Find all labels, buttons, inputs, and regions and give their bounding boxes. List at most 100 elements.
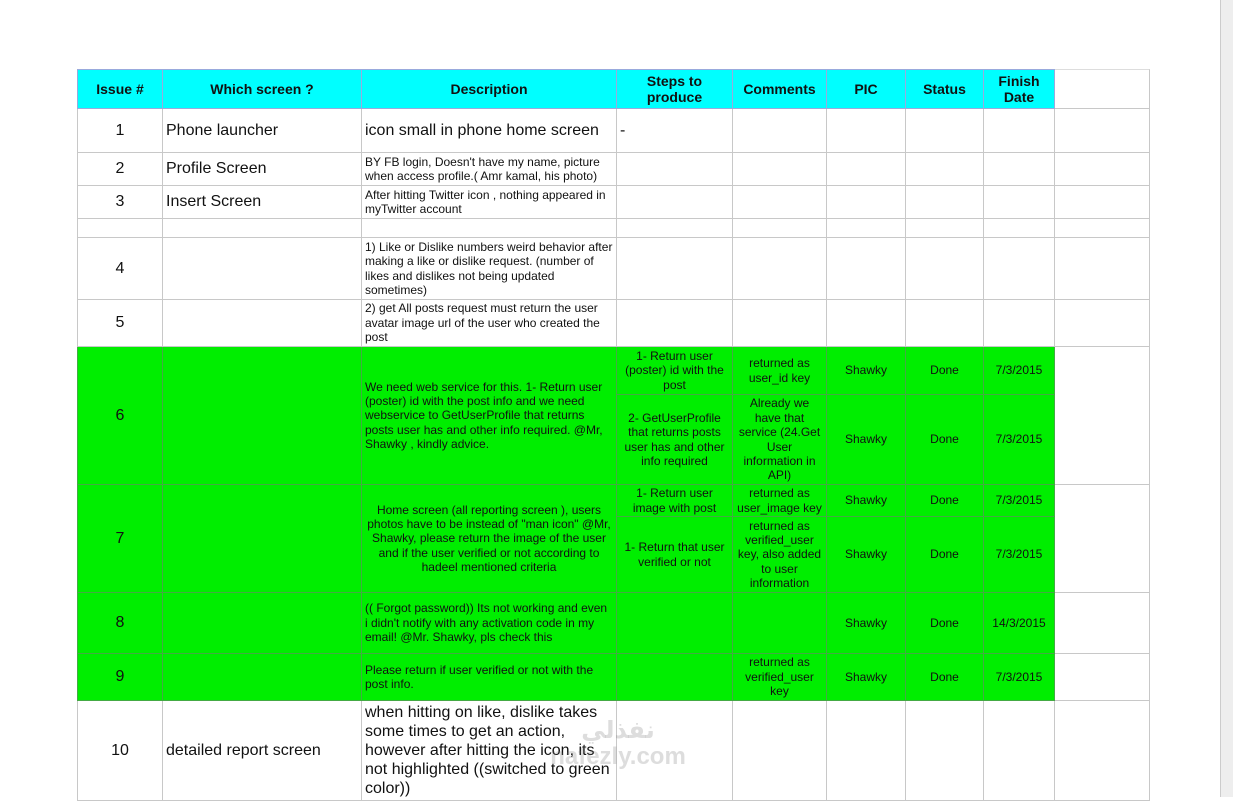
screen-cell [163,593,362,654]
status-cell [906,153,984,186]
finish-cell-text: 7/3/2015 [995,669,1043,684]
status-cell-text: Done [930,669,959,684]
blank-cell [1055,485,1150,593]
pic-cell-text: Shawky [844,547,888,562]
finish-cell-text: 7/3/2015 [995,432,1043,447]
issue-cell: 2 [77,153,163,186]
pic-cell-text: Shawky [844,615,888,630]
comments-cell: returned as user_image key [733,485,827,517]
description-cell: After hitting Twitter icon , nothing app… [362,186,617,219]
screen-cell-text: Profile Screen [166,160,267,178]
pic-cell: Shawky [827,485,906,517]
finish-cell: 7/3/2015 [984,395,1055,485]
screen-cell-text: Phone launcher [166,121,279,139]
screen-cell [163,300,362,347]
issue-cell-text: 8 [115,614,125,632]
description-cell-text: Home screen (all reporting screen ), use… [367,502,611,575]
blank-cell [1055,238,1150,300]
description-cell: BY FB login, Doesn't have my name, pictu… [362,153,617,186]
status-cell: Done [906,485,984,517]
screen-cell: Profile Screen [163,153,362,186]
description-cell-text: when hitting on like, dislike takes some… [365,703,610,798]
status-cell [906,238,984,300]
pic-cell-text: Shawky [844,363,888,378]
screen-cell [163,485,362,593]
comments-cell [733,593,827,654]
pic-cell [827,153,906,186]
issue-cell: 8 [77,593,163,654]
finish-cell [984,701,1055,801]
issue-cell-text: 1 [115,121,125,139]
screen-cell [163,654,362,701]
description-cell-text: Please return if user verified or not wi… [365,662,594,691]
empty-cell [906,219,984,238]
screen-cell [163,347,362,485]
comments-cell-text: returned as verified_user key, also adde… [737,518,822,591]
comments-cell-text: returned as user_id key [748,356,811,385]
issue-cell: 3 [77,186,163,219]
description-cell-text: icon small in phone home screen [365,121,599,139]
comments-cell-text: Already we have that service (24.Get Use… [738,396,821,483]
screen-cell-text: Insert Screen [166,193,262,211]
blank-cell [1055,186,1150,219]
status-cell-text: Done [930,615,959,630]
header-cell-text: Status [923,80,966,97]
issue-cell-text: 4 [115,259,125,277]
issue-cell-text: 7 [115,529,125,547]
steps-cell [617,654,733,701]
blank-cell [1055,69,1150,109]
header-cell-text: Steps to produce [646,72,703,105]
status-cell: Done [906,395,984,485]
finish-cell-text: 7/3/2015 [995,363,1043,378]
blank-cell [1055,593,1150,654]
steps-cell: 1- Return user image with post [617,485,733,517]
header-cell: Finish Date [984,69,1055,109]
comments-cell-text: returned as verified_user key [745,655,814,699]
finish-cell: 7/3/2015 [984,485,1055,517]
header-cell: Status [906,69,984,109]
screen-cell-text: detailed report screen [166,741,321,759]
screen-cell: Insert Screen [163,186,362,219]
blank-cell [1055,654,1150,701]
finish-cell-text: 7/3/2015 [995,547,1043,562]
header-cell: Comments [733,69,827,109]
comments-cell: Already we have that service (24.Get Use… [733,395,827,485]
screen-cell [163,238,362,300]
description-cell: icon small in phone home screen [362,109,617,153]
status-cell-text: Done [930,547,959,562]
description-cell: 2) get All posts request must return the… [362,300,617,347]
pic-cell: Shawky [827,654,906,701]
issue-cell-text: 2 [115,160,125,178]
issue-cell: 7 [77,485,163,593]
pic-cell-text: Shawky [844,493,888,508]
header-cell-text: Issue # [96,80,144,97]
steps-cell [617,300,733,347]
description-cell-text: 2) get All posts request must return the… [365,301,600,345]
steps-cell: 2- GetUserProfile that returns posts use… [617,395,733,485]
description-cell: Please return if user verified or not wi… [362,654,617,701]
status-cell: Done [906,517,984,593]
description-cell: We need web service for this. 1- Return … [362,347,617,485]
blank-cell [1055,701,1150,801]
empty-cell [77,219,163,238]
description-cell: Home screen (all reporting screen ), use… [362,485,617,593]
header-cell-text: Description [450,80,528,97]
issue-cell-text: 5 [115,314,125,332]
description-cell-text: (( Forgot password)) Its not working and… [365,601,608,645]
status-cell: Done [906,347,984,395]
issue-cell-text: 10 [111,741,129,759]
description-cell-text: We need web service for this. 1- Return … [365,379,603,452]
finish-cell: 7/3/2015 [984,654,1055,701]
comments-cell [733,186,827,219]
blank-cell [1055,109,1150,153]
empty-cell [733,219,827,238]
status-cell [906,186,984,219]
comments-cell-text: returned as user_image key [737,486,822,515]
blank-cell [1055,300,1150,347]
description-cell-text: After hitting Twitter icon , nothing app… [365,187,606,216]
steps-cell [617,238,733,300]
comments-cell [733,153,827,186]
comments-cell: returned as verified_user key [733,654,827,701]
finish-cell: 7/3/2015 [984,517,1055,593]
